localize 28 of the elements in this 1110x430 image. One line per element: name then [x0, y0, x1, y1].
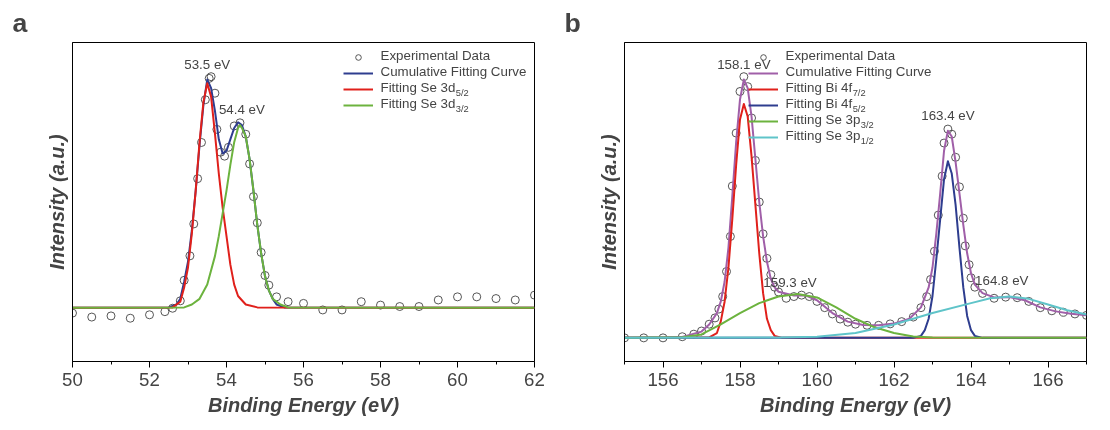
- x-tick-label: 54: [216, 368, 237, 390]
- x-tick-label: 62: [524, 368, 545, 390]
- annotation: 164.8 eV: [975, 273, 1029, 289]
- x-axis-title: Binding Energy (eV): [759, 393, 952, 416]
- x-tick-label: 56: [293, 368, 314, 390]
- y-axis-title: Intensity (a.u.): [597, 133, 620, 270]
- y-axis-title: Intensity (a.u.): [45, 133, 68, 270]
- x-tick-label: 50: [62, 368, 83, 390]
- x-tick-label: 160: [801, 368, 833, 390]
- annotation: 53.5 eV: [184, 56, 231, 72]
- x-tick-label: 58: [370, 368, 391, 390]
- x-axis-title: Binding Energy (eV): [207, 393, 400, 416]
- legend-label: Cumulative Fitting Curve: [380, 64, 527, 79]
- x-tick-label: 164: [955, 368, 987, 390]
- chart-title: a: [12, 7, 28, 38]
- legend-label: Experimental Data: [785, 48, 896, 63]
- x-tick-label: 156: [647, 368, 679, 390]
- legend-label: Cumulative Fitting Curve: [785, 64, 932, 79]
- x-tick-label: 60: [447, 368, 468, 390]
- annotation: 163.4 eV: [921, 107, 975, 123]
- x-tick-label: 162: [878, 368, 910, 390]
- x-tick-label: 52: [139, 368, 160, 390]
- annotation: 54.4 eV: [218, 102, 265, 118]
- x-tick-label: 166: [1032, 368, 1064, 390]
- chart-title: b: [564, 7, 581, 38]
- x-tick-label: 158: [724, 368, 756, 390]
- annotation: 158.1 eV: [717, 56, 771, 72]
- legend-label: Experimental Data: [380, 48, 491, 63]
